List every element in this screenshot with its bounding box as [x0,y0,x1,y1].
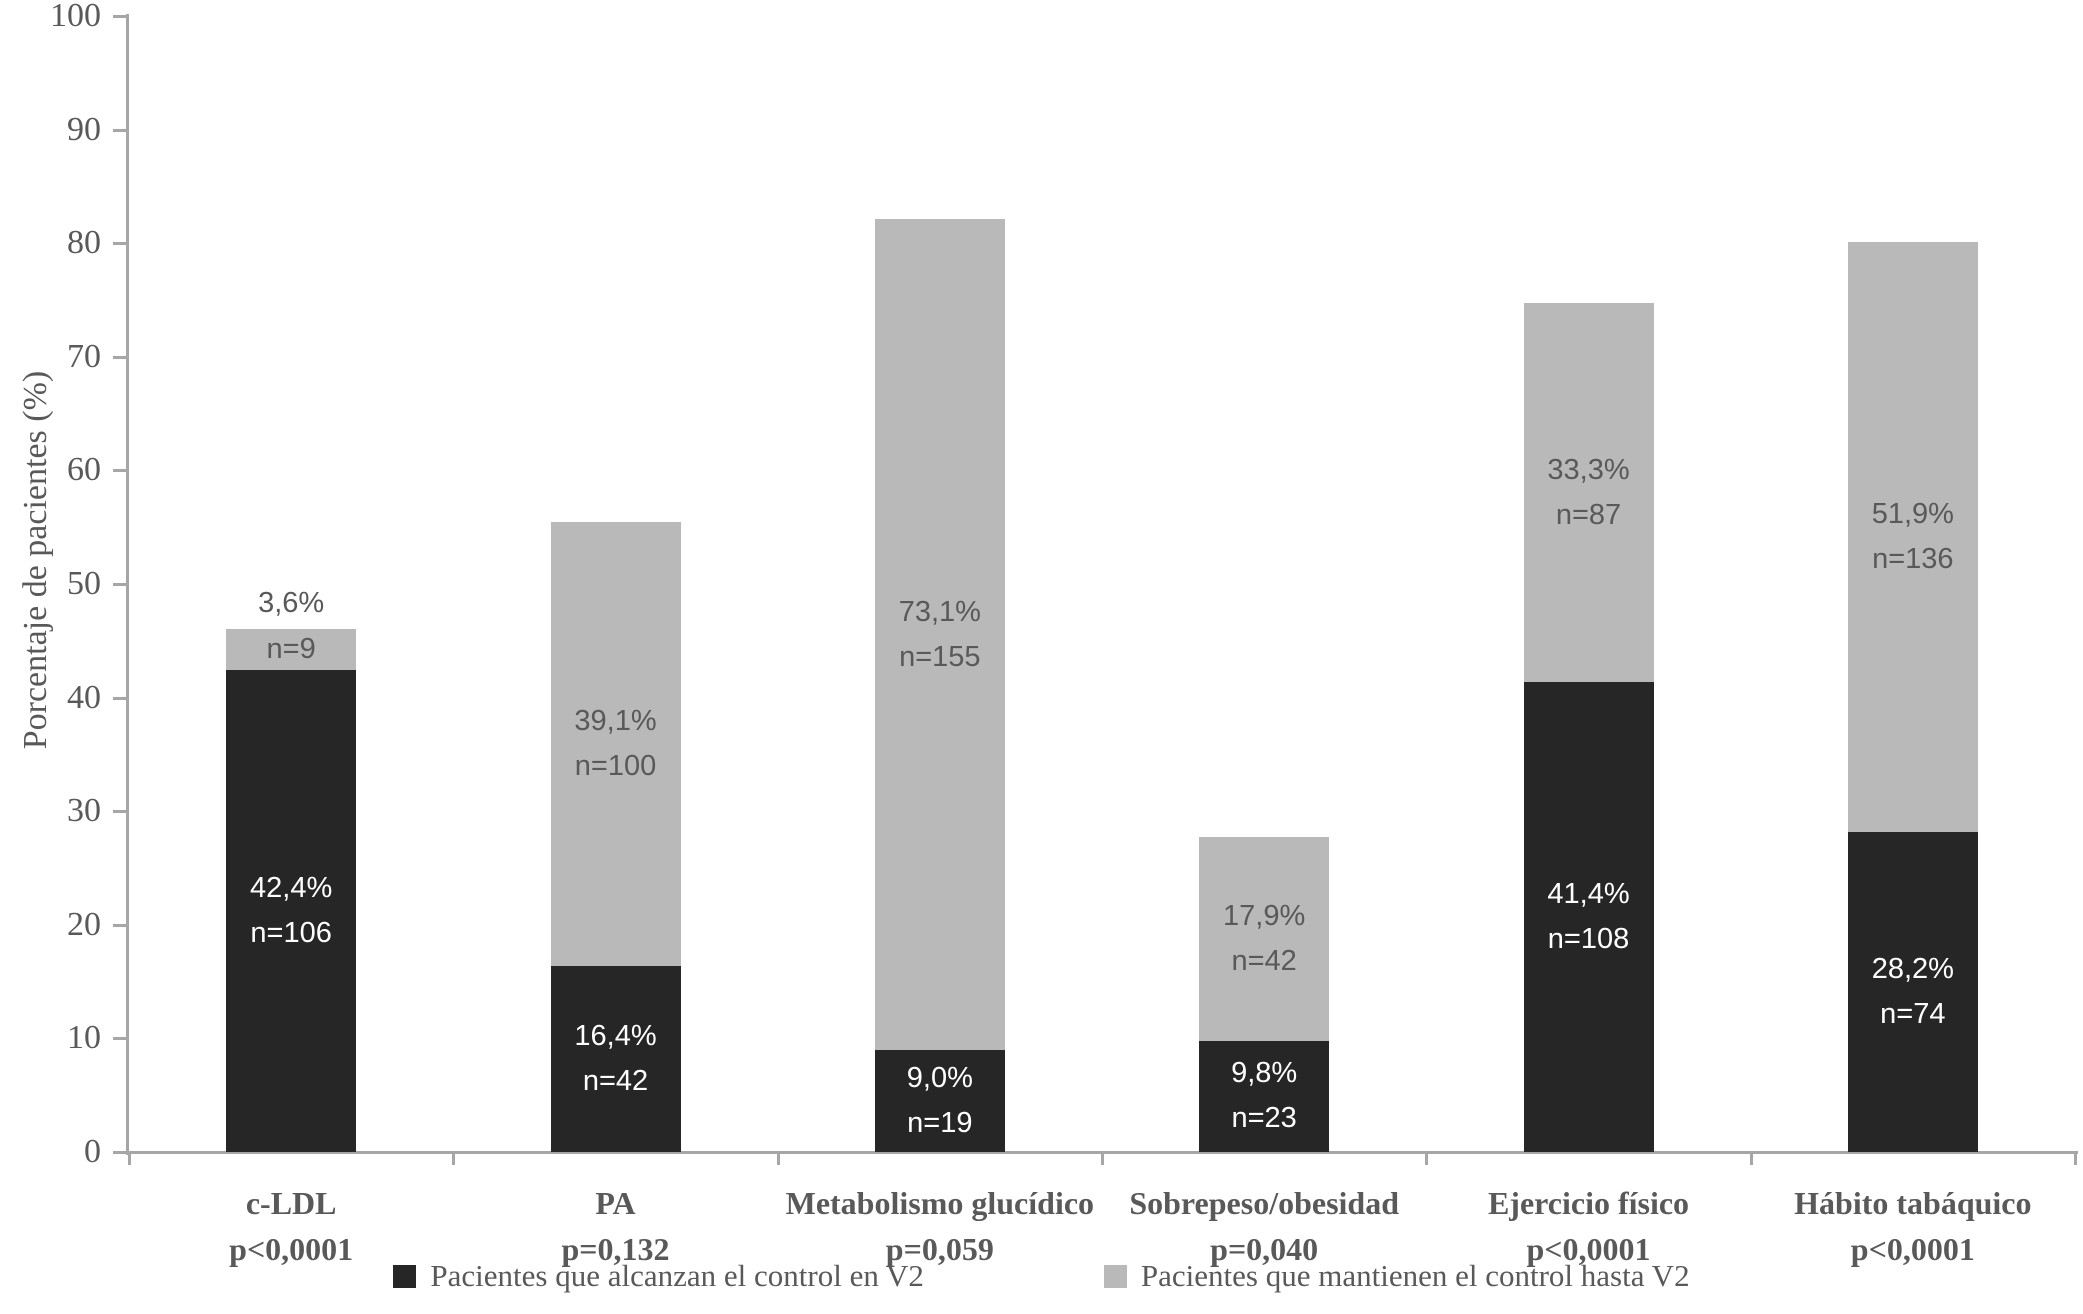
y-tick-label: 20 [67,905,101,943]
y-tick [113,355,126,359]
x-tick [2074,1152,2077,1165]
category-label: Hábito tabáquico p<0,0001 [1794,1185,2032,1267]
bar-label-mantienen: 33,3% n=87 [1547,453,1630,531]
bar-segment-mantienen [1199,837,1330,1041]
y-tick-label: 40 [67,678,101,716]
bar-label-mantienen-pct: 3,6% [258,586,325,619]
y-tick [113,469,126,473]
bar-segment-mantienen [1847,242,1978,832]
y-axis-line [126,14,129,1155]
legend-item-mantienen: Pacientes que mantienen el control hasta… [1103,1258,1690,1294]
legend-item-alcanzan: Pacientes que alcanzan el control en V2 [393,1258,924,1294]
x-tick [1749,1152,1753,1165]
y-tick-label: 80 [67,224,101,262]
category-label: Ejercicio físico p<0,0001 [1487,1185,1690,1267]
bar-label-alcanzan: 9,0% n=19 [906,1061,973,1139]
bar-label-mantienen: 39,1% n=100 [574,704,657,782]
bar-label-mantienen: 51,9% n=136 [1871,497,1954,575]
legend-swatch-black-icon [393,1264,417,1288]
legend-label-mantienen: Pacientes que mantienen el control hasta… [1140,1258,1690,1293]
y-tick-label: 60 [67,451,101,489]
bar-label-mantienen: 73,1% n=155 [898,595,981,673]
x-tick [776,1152,780,1165]
bar-label-alcanzan: 9,8% n=23 [1231,1057,1298,1135]
y-tick-label: 10 [67,1019,101,1057]
y-tick [113,1151,126,1154]
y-tick-label: 70 [67,337,101,375]
y-tick [113,810,126,814]
bar-label-mantienen-n: n=9 [266,633,316,666]
bar-segment-mantienen [550,521,681,966]
x-tick [1425,1152,1429,1165]
x-tick [452,1152,456,1165]
bar-label-alcanzan: 41,4% n=108 [1547,877,1630,955]
legend: Pacientes que alcanzan el control en V2 … [0,1258,2083,1294]
bar-segment-alcanzan [1523,681,1654,1152]
bar-segment-mantienen [226,629,357,671]
y-tick-label: 100 [50,0,101,34]
y-tick-label: 0 [84,1133,101,1170]
bar-label-mantienen: 17,9% n=42 [1223,899,1306,977]
x-tick [1101,1152,1104,1165]
y-tick-label: 30 [67,792,101,830]
y-tick [113,583,126,586]
bar-segment-alcanzan [1199,1040,1330,1152]
y-tick [113,128,126,132]
y-tick [113,1037,126,1041]
category-label: PA p=0,132 [561,1185,670,1267]
y-tick [113,696,126,700]
bar-segment-mantienen [874,219,1005,1050]
bar-segment-mantienen [1523,303,1654,682]
bar-label-alcanzan: 16,4% n=42 [574,1019,657,1097]
legend-label-alcanzan: Pacientes que alcanzan el control en V2 [430,1258,924,1293]
bar-label-alcanzan: 28,2% n=74 [1871,952,1954,1030]
y-tick [113,923,126,927]
bar-segment-alcanzan [226,670,357,1152]
bar-label-alcanzan: 42,4% n=106 [250,872,333,950]
bar-segment-alcanzan [1847,831,1978,1152]
y-tick [113,15,126,18]
category-label: c-LDL p<0,0001 [229,1185,354,1267]
y-tick [113,242,126,246]
bar-segment-alcanzan [874,1049,1005,1152]
x-tick [128,1152,131,1165]
legend-swatch-gray-icon [1103,1264,1127,1288]
category-label: Sobrepeso/obesidad p=0,040 [1129,1185,1400,1267]
bar-segment-alcanzan [550,965,681,1152]
y-tick-label: 90 [67,110,101,148]
category-label: Metabolismo glucídico p=0,059 [785,1185,1095,1267]
y-tick-label: 50 [67,565,101,602]
